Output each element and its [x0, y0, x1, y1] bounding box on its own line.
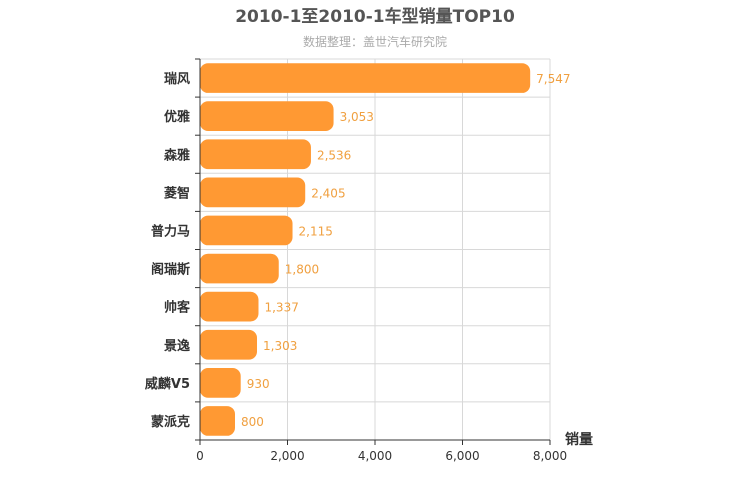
category-label: 蒙派克	[151, 414, 190, 430]
category-label: 阁瑞斯	[151, 262, 190, 278]
chart-subtitle: 数据整理：盖世汽车研究院	[303, 34, 447, 49]
category-label: 瑞风	[164, 71, 190, 87]
category-label: 景逸	[164, 338, 190, 354]
category-label: 菱智	[164, 185, 190, 201]
category-label: 帅客	[164, 300, 191, 316]
chart-title: 2010-1至2010-1车型销量TOP10	[235, 6, 515, 27]
bar[interactable]	[200, 367, 241, 398]
x-tick-label: 6,000	[445, 449, 479, 463]
bar[interactable]	[200, 101, 334, 132]
bar[interactable]	[200, 177, 306, 208]
value-label: 2,405	[311, 186, 345, 200]
x-tick-label: 8,000	[533, 449, 567, 463]
value-label: 2,115	[299, 224, 333, 238]
gridlines	[200, 58, 551, 441]
bars: 7,547 3,053 2,536 2,405 2,115 1,800 1,337 1,303…	[200, 63, 571, 436]
x-tick-label: 2,000	[270, 449, 304, 463]
value-label: 1,337	[264, 301, 298, 315]
value-label: 7,547	[536, 72, 570, 86]
value-label: 3,053	[340, 110, 374, 124]
category-label: 威麟V5	[145, 376, 190, 392]
x-tick-label: 4,000	[358, 449, 392, 463]
bar[interactable]	[200, 291, 259, 322]
bar[interactable]	[200, 139, 311, 170]
category-label: 优雅	[164, 109, 190, 125]
bar[interactable]	[200, 253, 279, 284]
x-tick-label: 0	[196, 449, 204, 463]
value-label: 800	[241, 415, 264, 429]
bar[interactable]	[200, 63, 531, 93]
value-label: 2,536	[317, 148, 351, 162]
category-label: 普力马	[151, 223, 190, 239]
value-label: 1,303	[263, 339, 297, 353]
x-axis-title: 销量	[565, 431, 593, 448]
value-label: 930	[247, 377, 270, 391]
category-label: 森雅	[164, 147, 190, 163]
bar[interactable]	[200, 406, 235, 436]
bar[interactable]	[200, 215, 293, 246]
bar[interactable]	[200, 329, 258, 360]
value-label: 1,800	[285, 263, 319, 277]
